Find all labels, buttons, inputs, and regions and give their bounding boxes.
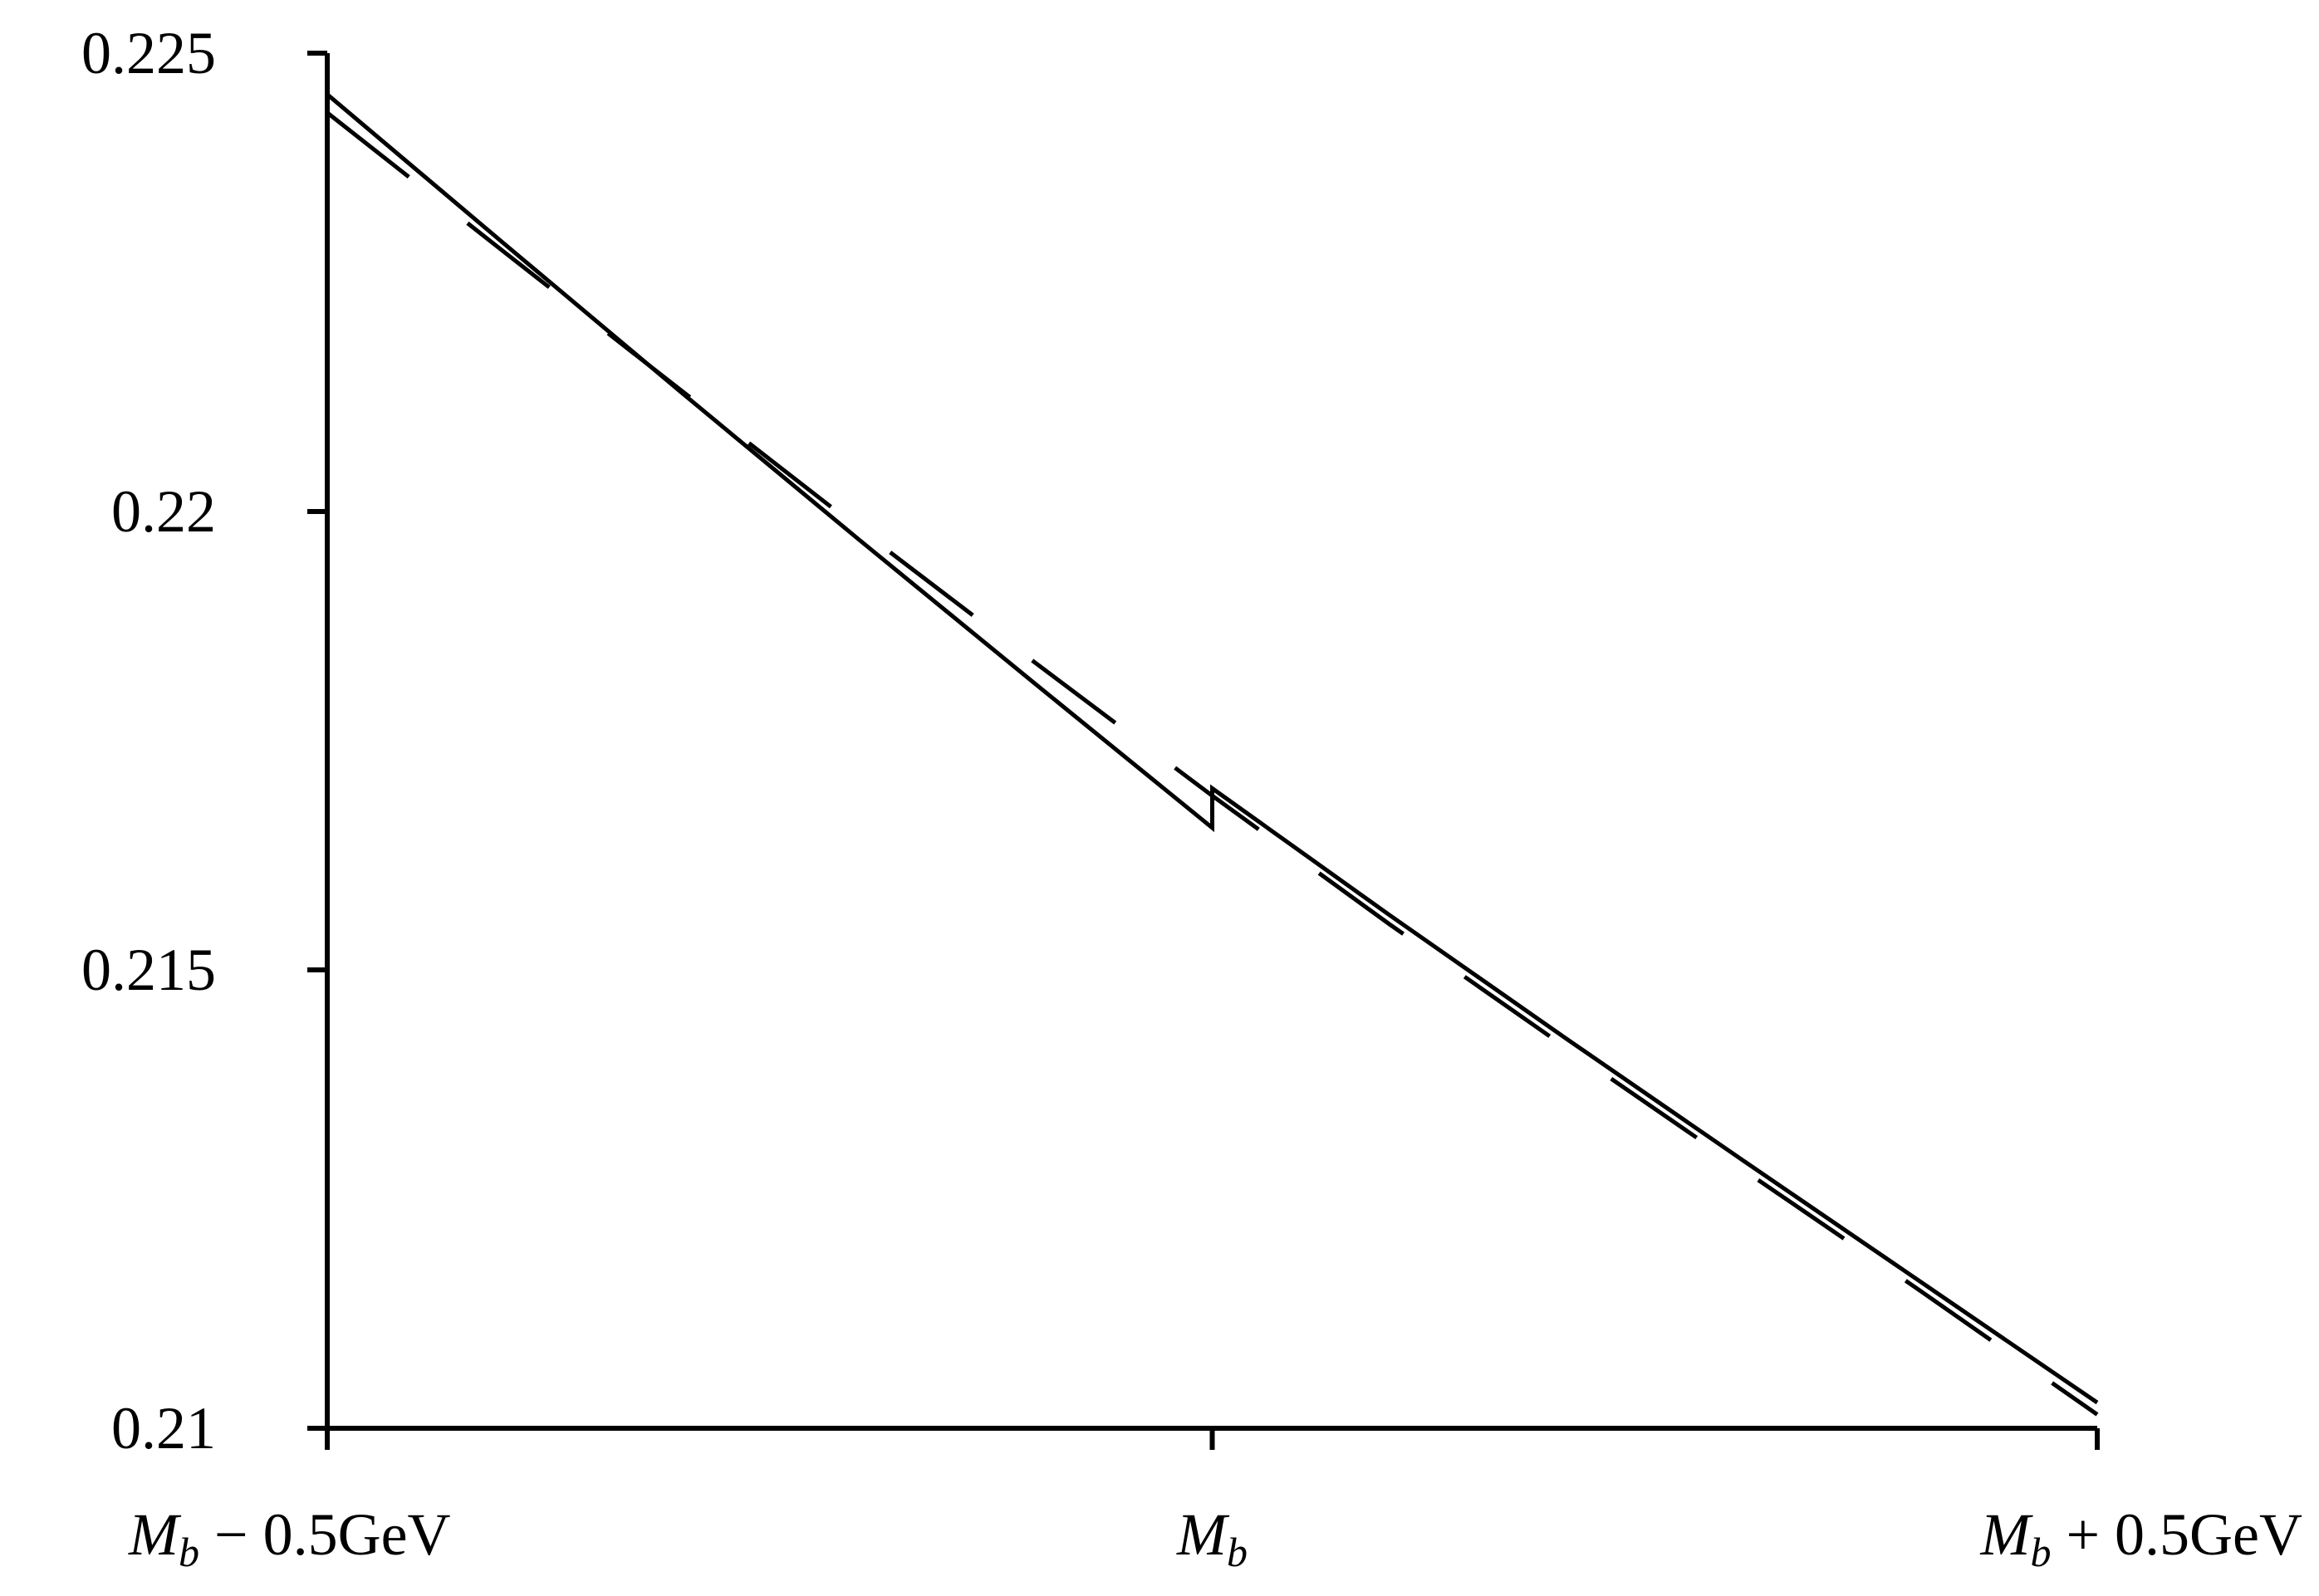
- y-tick-label: 0.215: [81, 937, 216, 1003]
- y-ticks: 0.21 0.215 0.22 0.225: [81, 20, 327, 1461]
- y-tick-label: 0.21: [111, 1395, 216, 1461]
- y-tick-label: 0.22: [111, 478, 216, 545]
- series-dashed: [326, 110, 2099, 1417]
- x-tick-label: Mb − 0.5GeV: [128, 1501, 451, 1575]
- solid-line: [326, 92, 2099, 1405]
- x-tick-label-subscript: b: [179, 1529, 199, 1575]
- x-tick-label-offset: − 0.5GeV: [199, 1501, 451, 1568]
- series-solid: [326, 92, 2099, 1405]
- x-tick-label-symbol: M: [1979, 1501, 2033, 1568]
- x-ticks: Mb − 0.5GeV Mb Mb + 0.5GeV: [128, 1428, 2302, 1575]
- x-tick-label-subscript: b: [2030, 1529, 2051, 1575]
- x-tick-label-subscript: b: [1227, 1529, 1248, 1575]
- x-tick-label: Mb + 0.5GeV: [1979, 1501, 2302, 1575]
- y-tick-label: 0.225: [81, 20, 216, 86]
- x-tick-label-symbol: M: [128, 1501, 182, 1568]
- dashed-line: [326, 110, 2099, 1417]
- series-layer: [326, 92, 2099, 1417]
- x-tick-label: Mb: [1176, 1501, 1248, 1575]
- x-tick-label-symbol: M: [1176, 1501, 1230, 1568]
- x-tick-label-offset: + 0.5GeV: [2051, 1501, 2302, 1568]
